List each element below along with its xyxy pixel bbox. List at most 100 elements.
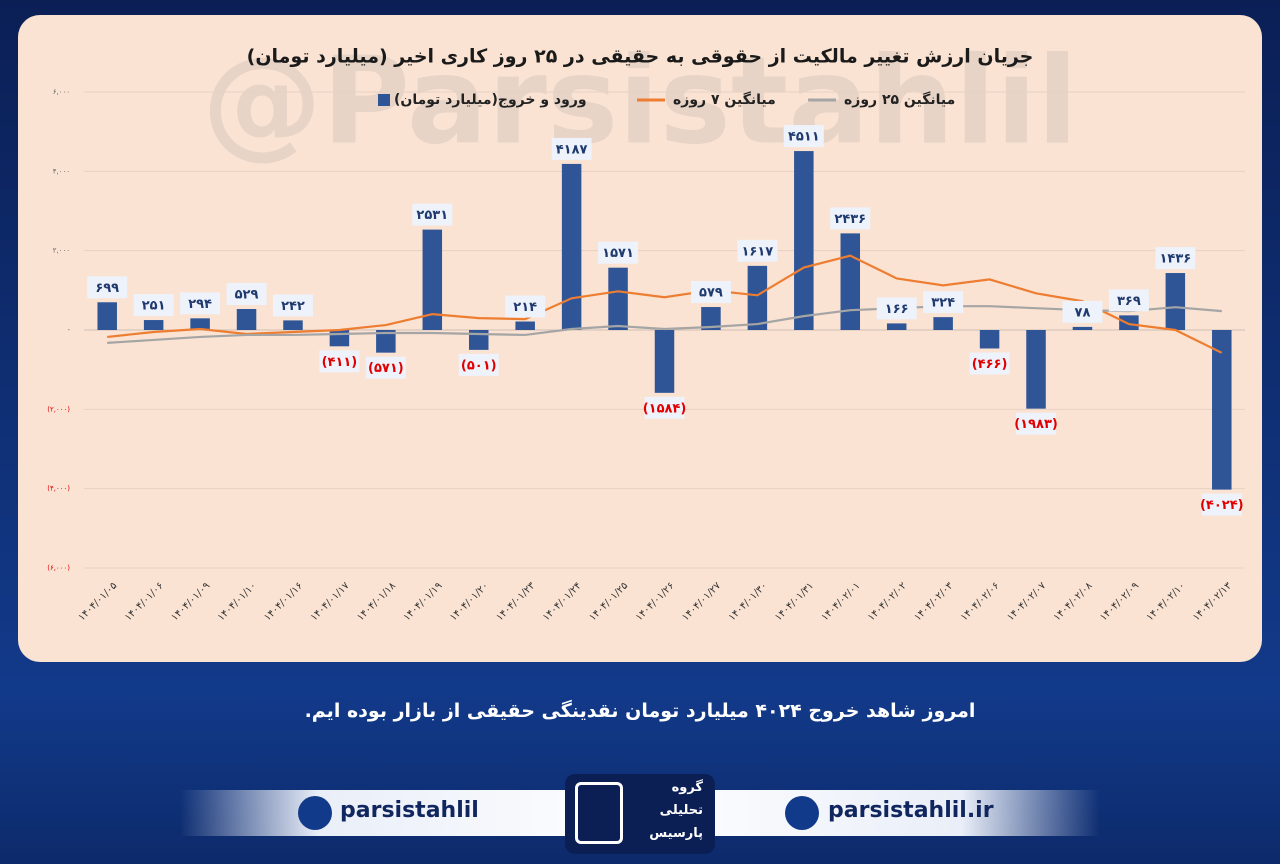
value-label: ۲۴۳۶ [834,212,866,227]
bar [236,309,257,330]
bar [283,320,303,330]
value-label-box [1108,289,1149,312]
chart: @Parsistahlil جریان ارزش تغییر مالکیت از… [47,33,1245,623]
value-label: (۱۹۸۳) [1014,417,1058,432]
value-label: ۳۲۴ [931,296,955,311]
y-tick-label: (۲,۰۰۰) [47,405,70,413]
value-label-box [180,292,221,315]
value-label-box [830,207,871,230]
bar [840,233,861,330]
bar [701,307,721,330]
bar [794,151,814,330]
value-label-box [365,356,406,379]
value-label-box [272,294,313,317]
bar [515,321,535,330]
bar [1072,326,1093,330]
watermark: @Parsistahlil [202,33,1078,172]
x-tick-label: ۱۴۰۴/۰۱/۱۹ [402,580,445,623]
x-tick-label: ۱۴۰۴/۰۱/۲۵ [587,580,630,623]
x-tick-label: ۱۴۰۴/۰۲/۱۰ [1145,580,1188,623]
logo-text: تحلیلی [659,803,703,818]
value-label-box [505,295,546,318]
chart-title: جریان ارزش تغییر مالکیت از حقوقی به حقیق… [247,46,1034,68]
x-tick-label: ۱۴۰۴/۰۲/۰۳ [912,580,955,623]
value-label: ۱۶۱۷ [742,244,774,259]
value-label-box [1201,493,1242,516]
value-label: ۳۶۹ [1117,294,1141,309]
telegram-icon [298,796,332,830]
telegram-handle[interactable]: parsistahlil [340,798,479,823]
x-tick-label: ۱۴۰۴/۰۲/۰۸ [1052,580,1095,623]
x-tick-label: ۱۴۰۴/۰۲/۰۶ [959,580,1002,623]
value-label: ۵۷۹ [699,286,723,301]
website-icon [785,796,819,830]
logo-text: پارسیس [649,826,703,841]
value-label: ۶۹۹ [95,281,119,296]
y-tick-label: ۲,۰۰۰ [53,247,70,255]
x-tick-label: ۱۴۰۴/۰۱/۲۰ [448,580,491,623]
value-label-box [737,239,778,262]
legend-label: میانگین ۷ روزه [673,91,776,108]
x-tick-label: ۱۴۰۴/۰۱/۱۰ [216,580,259,623]
logo: گروه تحلیلی پارسیس [565,774,715,854]
line [107,254,1223,354]
x-tick-label: ۱۴۰۴/۰۱/۱۷ [309,580,352,623]
value-label-box [783,125,824,148]
value-label: (۵۷۱) [368,361,404,376]
value-label: (۴۱۱) [322,355,358,370]
bar [97,302,117,330]
bar [886,323,907,330]
legend-marker [378,94,390,106]
value-label-box [551,137,592,160]
bar [1212,330,1232,490]
value-label: (۵۰۱) [461,358,497,373]
bar [933,317,953,330]
bar [747,265,768,330]
caption: امروز شاهد خروج ۴۰۲۴ میلیارد تومان نقدین… [304,700,976,722]
x-tick-label: ۱۴۰۴/۰۲/۰۹ [1098,580,1141,623]
value-label-box [1062,300,1103,323]
value-label: ۴۱۸۷ [556,142,588,157]
website[interactable]: parsistahlil.ir [828,798,994,823]
bar [329,330,350,347]
value-label: ۲۹۴ [188,297,212,312]
logo-text: گروه [671,780,703,795]
value-label: ۱۶۶ [885,302,909,317]
value-label-box [133,294,174,317]
value-label-box [1016,412,1057,435]
value-label: ۱۴۳۶ [1159,252,1191,267]
chart-panel [18,15,1262,662]
bar [376,330,396,353]
value-label: ۷۸ [1075,305,1091,320]
x-tick-label: ۱۴۰۴/۰۱/۲۷ [680,580,723,623]
value-label-box [644,396,685,419]
bar [422,229,443,330]
x-tick-label: ۱۴۰۴/۰۱/۱۸ [355,580,398,623]
line [107,305,1222,344]
x-tick-label: ۱۴۰۴/۰۱/۲۶ [634,580,677,623]
x-tick-label: ۱۴۰۴/۰۱/۱۶ [262,580,305,623]
value-label-box [969,352,1010,375]
bar [654,330,675,393]
x-tick-label: ۱۴۰۴/۰۲/۰۱ [820,580,863,623]
bar [1026,330,1046,409]
value-label: ۵۲۹ [235,288,259,303]
y-tick-label: ۴,۰۰۰ [53,167,70,175]
y-tick-label: (۴,۰۰۰) [47,485,70,493]
value-label: (۴۰۲۴) [1200,498,1244,513]
x-tick-label: ۱۴۰۴/۰۲/۰۲ [866,580,909,623]
value-label: ۲۱۴ [513,300,537,315]
value-label-box [226,283,267,306]
value-label: (۱۵۸۴) [643,401,687,416]
x-tick-label: ۱۴۰۴/۰۱/۳۰ [727,580,770,623]
bar [608,267,628,330]
bar [1165,273,1186,330]
value-label-box [690,281,731,304]
logo-mark [575,782,623,844]
value-label: ۱۵۷۱ [602,246,634,261]
bar [143,320,164,330]
value-label: ۲۵۱ [142,299,166,314]
value-label: ۲۵۳۱ [416,208,448,223]
value-label-box [923,291,964,314]
